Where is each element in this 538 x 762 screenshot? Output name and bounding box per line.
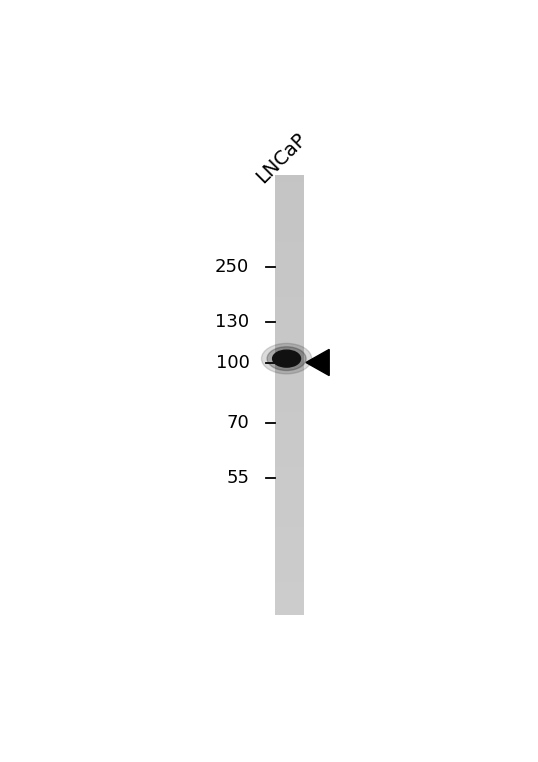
Bar (275, 455, 303, 462)
Bar (275, 515, 303, 522)
Bar (275, 510, 303, 517)
Bar (275, 323, 303, 330)
Bar (275, 603, 303, 610)
Bar (275, 450, 303, 456)
Bar (275, 597, 303, 604)
Bar (275, 400, 303, 407)
Bar (275, 318, 303, 325)
Bar (275, 241, 303, 248)
Bar (275, 367, 303, 373)
Bar (275, 230, 303, 236)
Bar (275, 526, 303, 533)
Bar (275, 312, 303, 319)
Bar (275, 208, 303, 215)
Bar (275, 587, 303, 593)
Ellipse shape (273, 351, 301, 367)
Bar (275, 191, 303, 198)
Bar (275, 285, 303, 291)
Bar (275, 181, 303, 187)
Bar (275, 235, 303, 242)
Bar (275, 175, 303, 181)
Text: LNCaP: LNCaP (253, 129, 310, 187)
Bar (275, 328, 303, 335)
Bar (275, 345, 303, 352)
Bar (275, 532, 303, 538)
Text: 130: 130 (215, 313, 250, 331)
Bar (275, 290, 303, 297)
Bar (275, 356, 303, 363)
Bar (275, 433, 303, 440)
Bar (275, 334, 303, 341)
Ellipse shape (261, 344, 312, 374)
Bar (275, 460, 303, 467)
Bar (275, 213, 303, 220)
Bar (275, 373, 303, 379)
Bar (275, 553, 303, 560)
Bar (275, 340, 303, 346)
Polygon shape (306, 350, 329, 376)
Bar (275, 186, 303, 193)
Text: 70: 70 (226, 414, 250, 431)
Bar (275, 608, 303, 615)
Bar (275, 438, 303, 445)
Bar (275, 559, 303, 565)
Bar (275, 246, 303, 253)
Bar (275, 301, 303, 308)
Bar (275, 581, 303, 588)
Bar (275, 482, 303, 489)
Bar (275, 411, 303, 418)
Bar (275, 306, 303, 313)
Bar (275, 488, 303, 495)
Bar (275, 504, 303, 511)
Bar (275, 537, 303, 544)
Bar (275, 224, 303, 231)
Bar (275, 477, 303, 483)
Bar (275, 405, 303, 412)
Bar (275, 219, 303, 226)
Bar (275, 422, 303, 428)
Bar (275, 565, 303, 572)
Bar (275, 258, 303, 264)
Bar (275, 268, 303, 275)
Bar (275, 471, 303, 478)
Bar (275, 466, 303, 472)
Text: 100: 100 (216, 354, 250, 373)
Text: 55: 55 (226, 469, 250, 487)
Bar (275, 575, 303, 582)
Bar (275, 296, 303, 303)
Bar (275, 427, 303, 434)
Bar (275, 351, 303, 357)
Bar (275, 443, 303, 450)
Ellipse shape (267, 347, 306, 370)
Bar (275, 251, 303, 258)
Text: 250: 250 (215, 258, 250, 276)
Bar (275, 416, 303, 423)
Bar (275, 378, 303, 385)
Bar (275, 383, 303, 390)
Bar (275, 548, 303, 555)
Bar (275, 520, 303, 527)
Bar (275, 543, 303, 549)
Bar (275, 395, 303, 401)
Bar (275, 279, 303, 286)
Bar (275, 389, 303, 395)
Bar (275, 361, 303, 368)
Bar (275, 274, 303, 280)
Bar (275, 263, 303, 270)
Bar (275, 493, 303, 500)
Bar (275, 203, 303, 209)
Bar (275, 197, 303, 203)
Bar (275, 592, 303, 599)
Bar (275, 570, 303, 577)
Bar (275, 498, 303, 505)
